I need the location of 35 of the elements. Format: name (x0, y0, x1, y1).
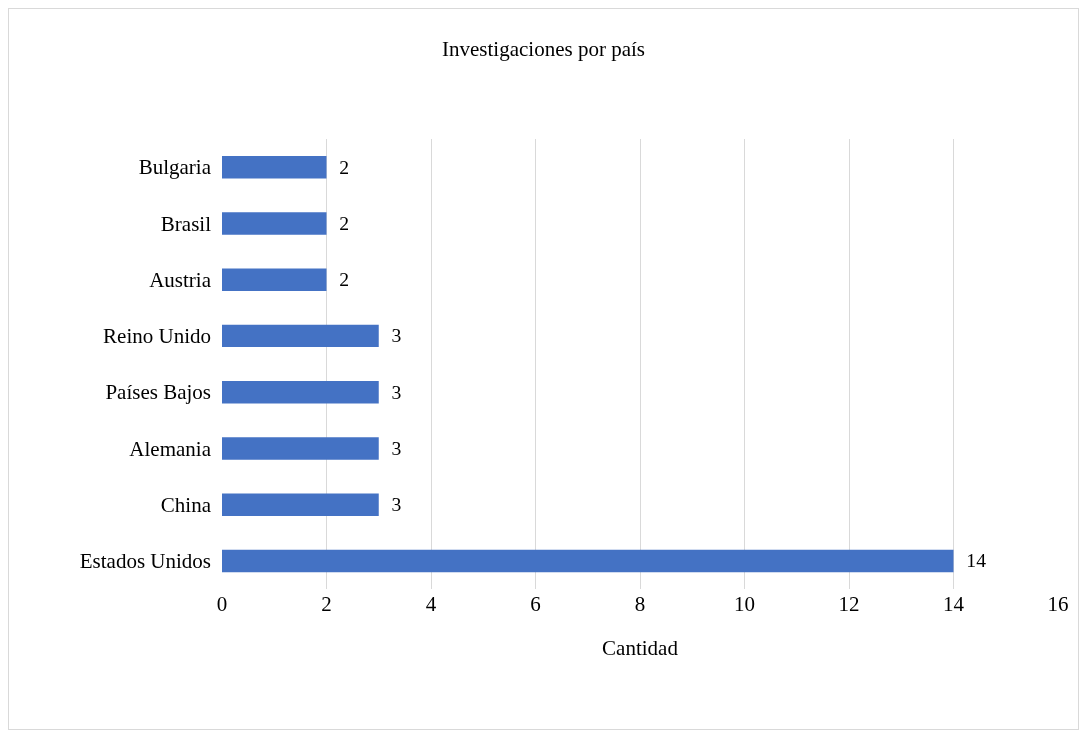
x-tick-label: 8 (634, 592, 646, 616)
x-tick-label: 4 (425, 592, 437, 616)
data-label: 2 (329, 268, 350, 291)
x-tick-label: 12 (838, 592, 860, 616)
y-tick-label: Alemania (129, 436, 212, 461)
bar (222, 212, 327, 235)
data-label: 3 (381, 380, 402, 403)
x-tick-label: 0 (216, 592, 228, 616)
y-tick-label: Países Bajos (105, 380, 211, 405)
bar (222, 155, 327, 179)
x-tick-label: 10 (734, 592, 755, 616)
data-label: 3 (381, 436, 402, 459)
chart-title: Investigaciones por país (442, 37, 645, 62)
x-tick-label: 14 (943, 592, 965, 616)
y-tick-label: China (160, 492, 212, 517)
y-tick-label: Reino Unido (103, 324, 211, 349)
data-label: 3 (381, 324, 402, 347)
y-tick-label: Brasil (160, 211, 212, 236)
x-tick-label: 16 (1047, 592, 1069, 616)
data-label: 2 (329, 211, 350, 234)
bar (222, 380, 379, 404)
y-tick-label: Bulgaria (138, 155, 212, 180)
y-tick-label: Estados Unidos (79, 549, 211, 574)
y-tick-label: Austria (149, 267, 212, 292)
bar (222, 493, 379, 516)
x-axis-title: Cantidad (602, 636, 679, 661)
x-tick-label: 2 (321, 592, 332, 616)
bar (222, 324, 379, 348)
bar (222, 549, 954, 573)
data-label: 2 (329, 155, 350, 178)
data-label: 14 (956, 549, 987, 572)
data-label: 3 (381, 493, 402, 516)
bar (222, 437, 379, 460)
bar (222, 268, 327, 291)
x-tick-label: 6 (530, 592, 541, 616)
